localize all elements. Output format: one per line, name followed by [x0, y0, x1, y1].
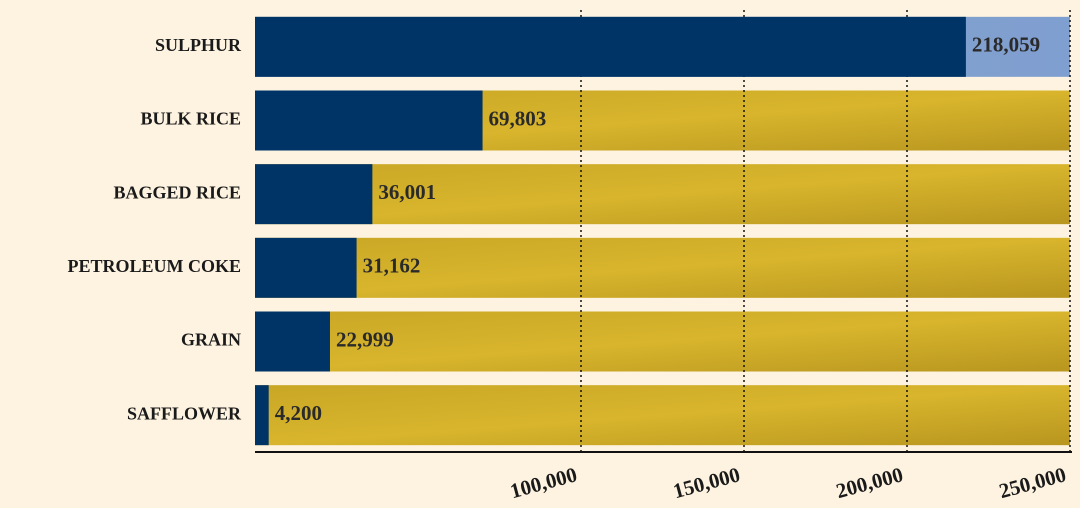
value-label: 4,200	[275, 401, 322, 425]
y-tick-label: GRAIN	[181, 330, 241, 350]
bar	[255, 311, 330, 372]
bar-track	[255, 311, 1070, 372]
bar-track	[255, 385, 1070, 446]
bar	[255, 90, 483, 151]
y-tick-label: SULPHUR	[155, 35, 242, 55]
y-tick-label: BAGGED RICE	[113, 182, 241, 202]
value-label: 69,803	[489, 106, 547, 130]
value-label: 31,162	[363, 254, 421, 278]
value-label: 22,999	[336, 327, 394, 351]
y-tick-label: SAFFLOWER	[127, 403, 242, 423]
bar-track	[255, 237, 1070, 298]
bar	[255, 164, 373, 225]
y-tick-label: PETROLEUM COKE	[67, 256, 241, 276]
x-tick-label: 100,000	[507, 462, 579, 503]
x-tick-label: 150,000	[670, 462, 742, 503]
x-tick-label: 250,000	[996, 462, 1068, 503]
value-label: 218,059	[972, 33, 1040, 57]
y-tick-label: BULK RICE	[140, 109, 241, 129]
bar	[255, 385, 269, 446]
bar-track	[255, 164, 1070, 225]
bar	[255, 16, 966, 77]
value-label: 36,001	[378, 180, 436, 204]
x-tick-label: 200,000	[833, 462, 905, 503]
bar	[255, 237, 357, 298]
